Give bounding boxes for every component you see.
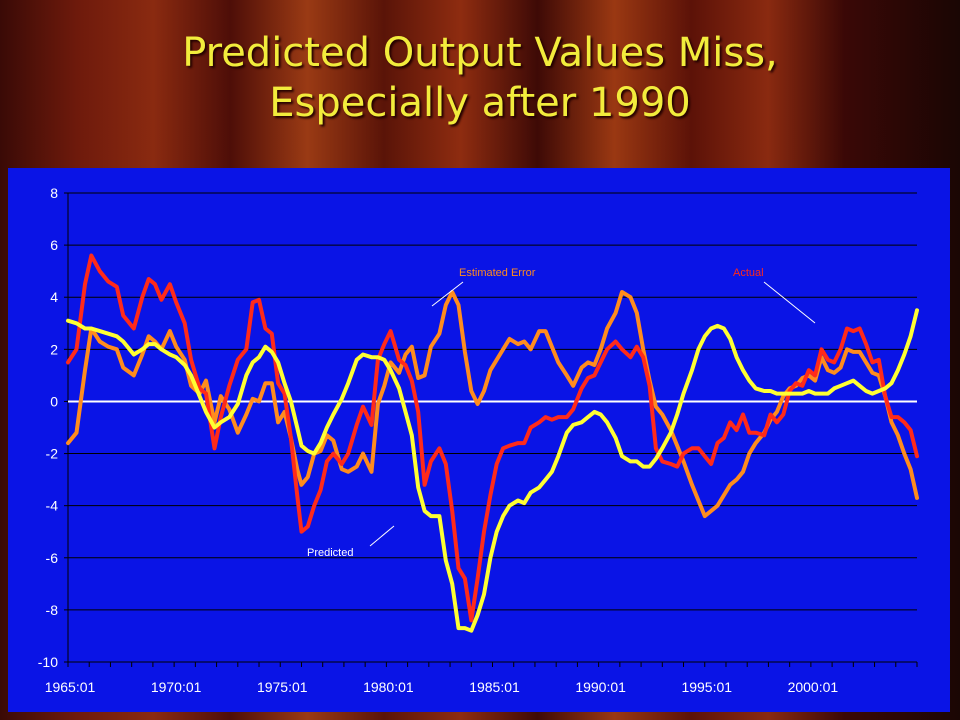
x-tick-label: 1980:01 xyxy=(363,679,414,695)
y-tick-label: 0 xyxy=(50,393,58,409)
y-tick-label: 4 xyxy=(50,289,58,305)
x-tick-label: 1965:01 xyxy=(45,679,96,695)
y-tick-label: -4 xyxy=(46,498,59,514)
annotation-leader xyxy=(431,281,464,307)
x-tick-label: 1985:01 xyxy=(469,679,520,695)
y-tick-label: 6 xyxy=(50,237,58,253)
x-tick-label: 1995:01 xyxy=(681,679,732,695)
y-tick-label: 2 xyxy=(50,341,58,357)
x-tick-label: 1990:01 xyxy=(575,679,626,695)
slide-title-line-1: Predicted Output Values Miss, xyxy=(182,30,778,76)
slide-title-line-2: Especially after 1990 xyxy=(269,80,691,126)
y-tick-label: -6 xyxy=(46,550,59,566)
x-tick-label: 2000:01 xyxy=(788,679,839,695)
y-tick-label: -10 xyxy=(38,654,58,670)
series-line-actual xyxy=(66,253,919,623)
x-tick-label: 1970:01 xyxy=(151,679,202,695)
slide-title: Predicted Output Values Miss, Especially… xyxy=(0,28,960,128)
line-chart: 8 6 4 2 0 -2 -4 -6 -8 -10 1965:01 1970:01 1975:01 198… xyxy=(38,185,919,695)
x-tick-label: 1975:01 xyxy=(257,679,308,695)
annotation-label: Predicted xyxy=(307,547,353,559)
chart-panel: 8 6 4 2 0 -2 -4 -6 -8 -10 1965:01 1970:01 1975:01 198… xyxy=(8,168,950,712)
annotation-label: Actual xyxy=(733,267,764,279)
annotation-leader xyxy=(369,525,395,547)
annotation-leader xyxy=(763,281,816,324)
y-tick-label: -2 xyxy=(46,446,59,462)
y-tick-label: -8 xyxy=(46,602,59,618)
y-tick-label: 8 xyxy=(50,185,58,201)
series-line-predicted xyxy=(66,308,919,633)
annotation-label: Estimated Error xyxy=(459,267,536,279)
